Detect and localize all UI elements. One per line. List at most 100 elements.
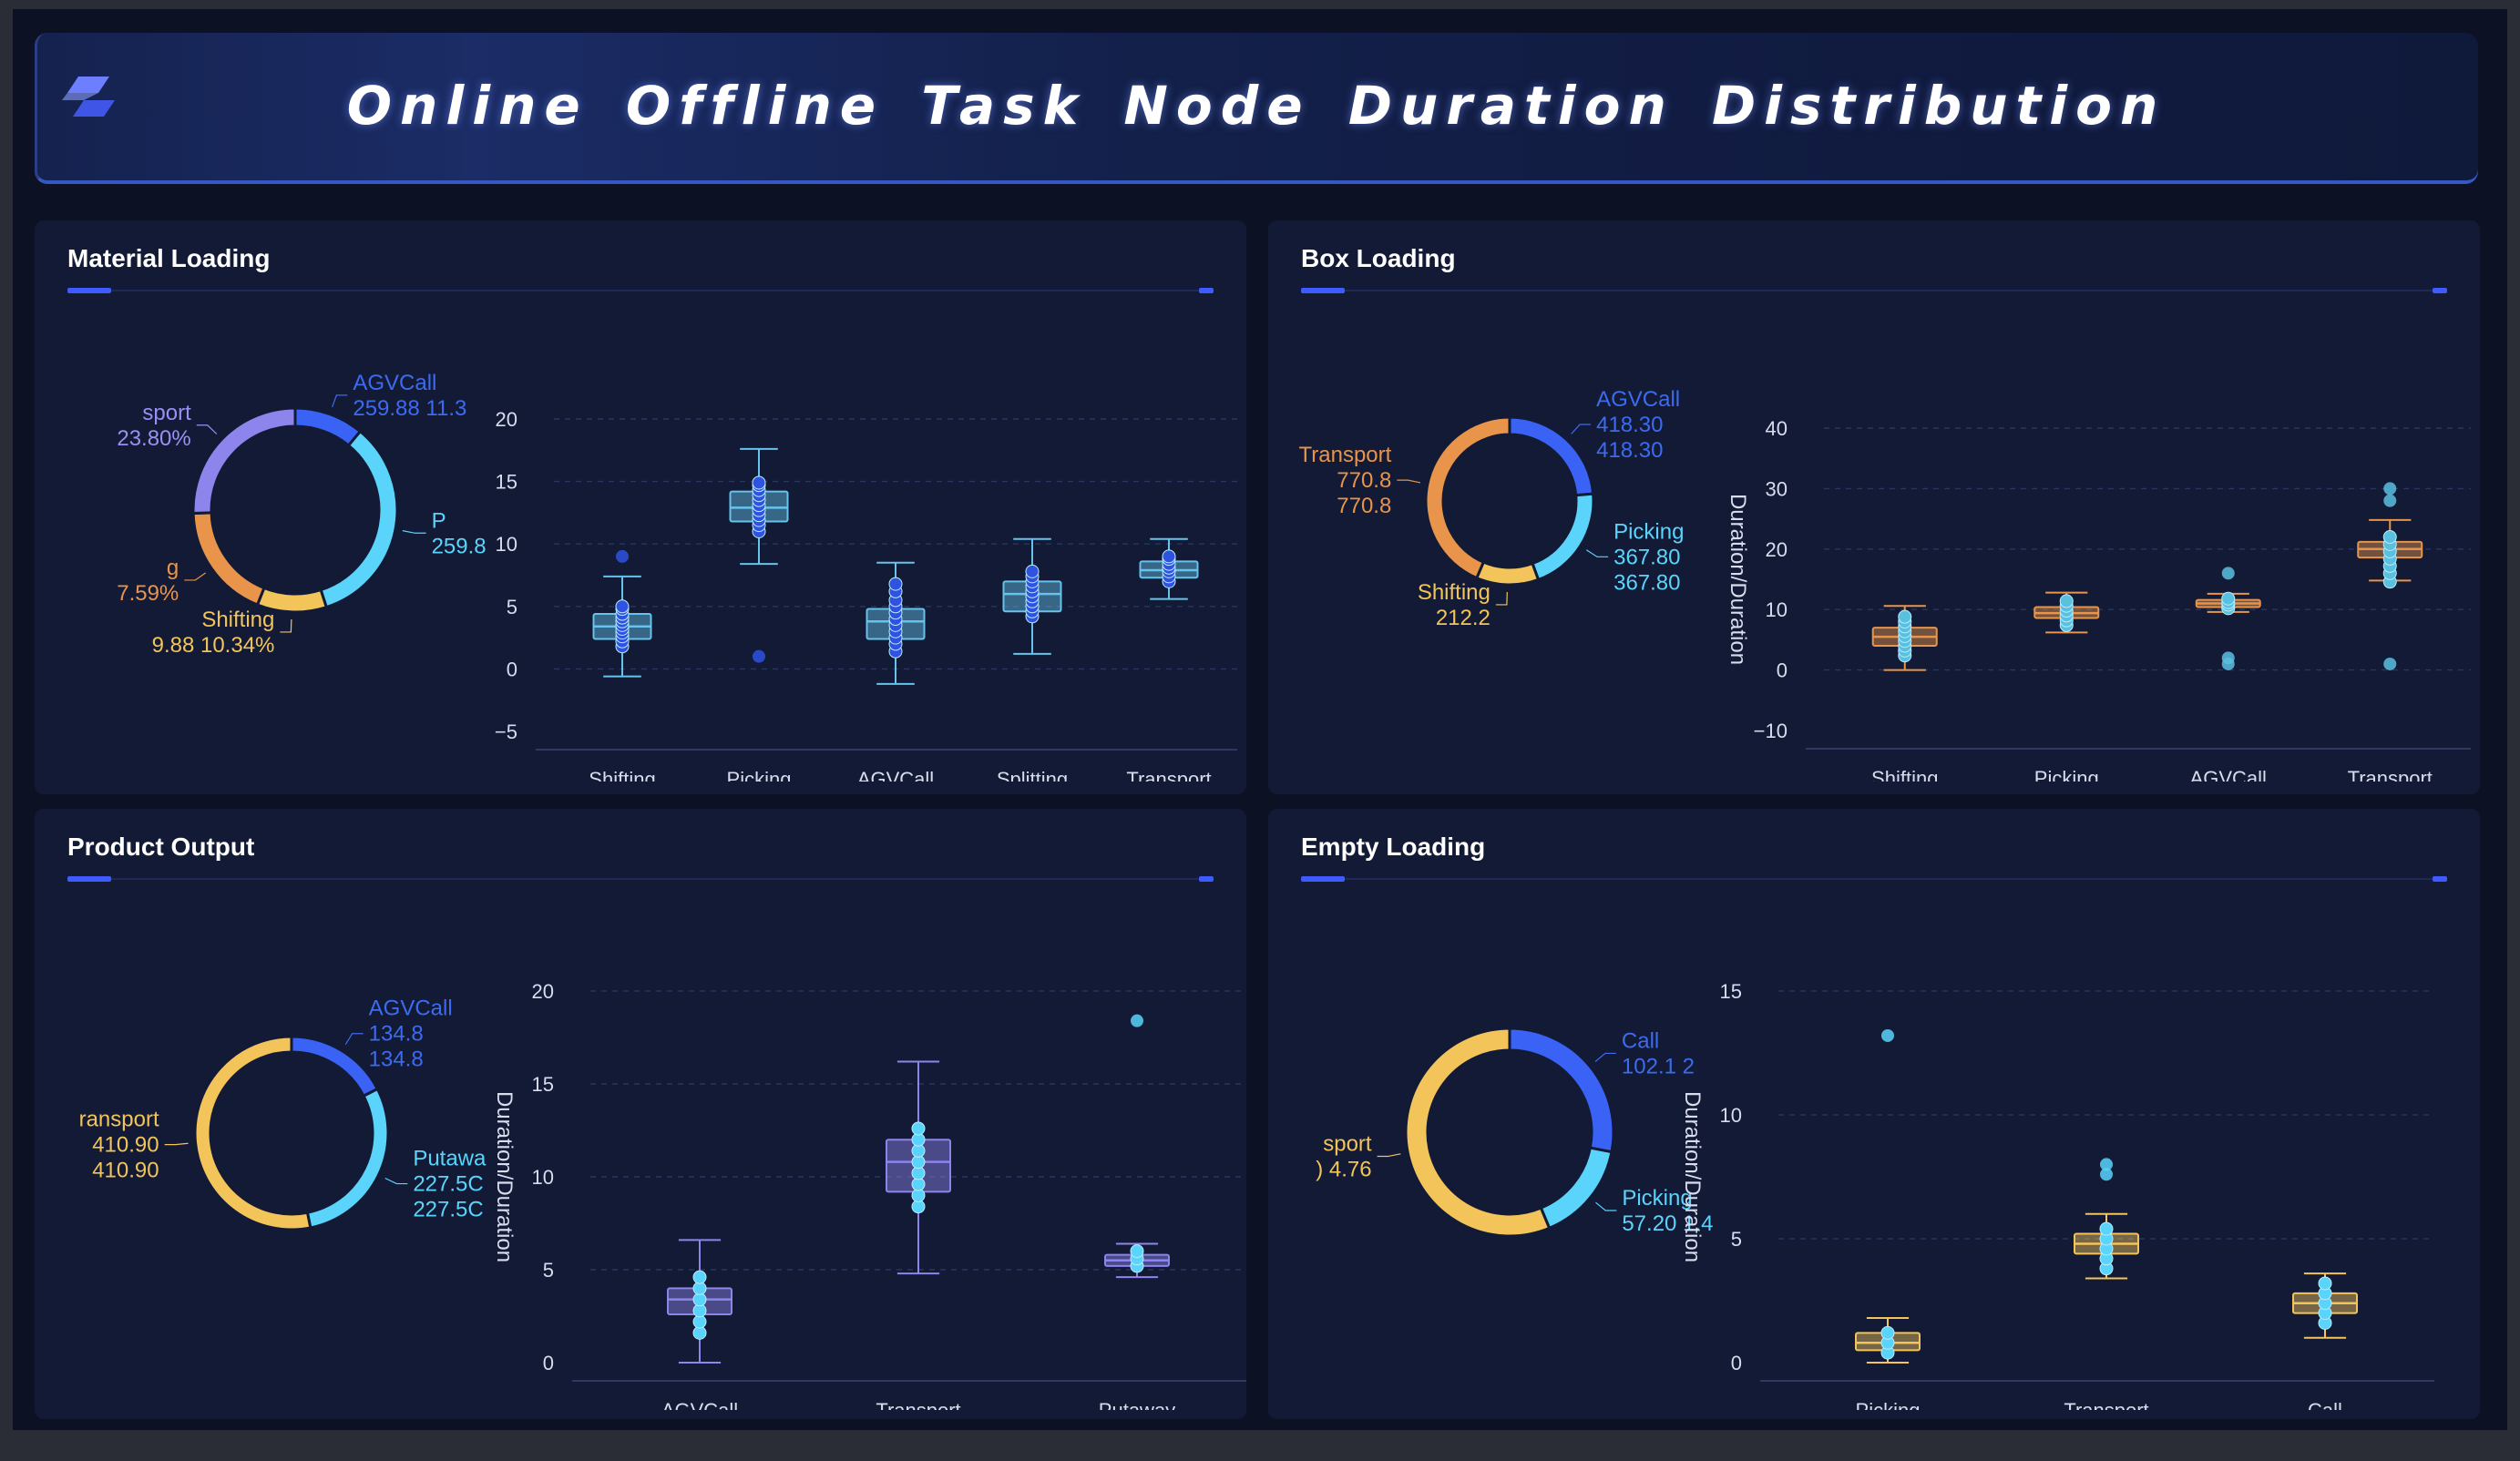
box-plot: 15 10 5 0 Duration/Duration Picking Transport C… — [1680, 980, 2434, 1410]
donut-label: 259.8 — [432, 534, 487, 558]
donut-slice-0 — [290, 1035, 380, 1098]
donut-slice-1 — [305, 1087, 390, 1230]
donut-leader-line — [184, 572, 207, 581]
panel-product-output: Product Output AGVCall 134.8 134.8 Putawa 22… — [35, 809, 1246, 1419]
panel-title: Material Loading — [67, 244, 271, 272]
donut-leader-line — [1495, 591, 1508, 606]
donut-leader-line — [1377, 1153, 1401, 1158]
donut-label: 23.80% — [117, 426, 190, 451]
y-tick-label: 15 — [532, 1073, 554, 1096]
outlier-point — [2221, 567, 2235, 580]
donut-leader-line — [332, 394, 348, 408]
donut-label: 227.5C — [413, 1198, 483, 1222]
data-point — [911, 1121, 926, 1136]
data-point — [2221, 591, 2236, 606]
y-tick-label: 0 — [507, 658, 517, 680]
y-axis-label: Duration/Duration — [1680, 1091, 1705, 1262]
donut-slice-0 — [1508, 1027, 1615, 1154]
donut-label: ) 4.76 — [1316, 1158, 1371, 1182]
x-tick-label: Splitting — [997, 768, 1068, 782]
dashboard: Online Offline Task Node Duration Distri… — [13, 9, 2507, 1430]
donut-slice-1 — [319, 429, 399, 609]
x-tick-label: Picking — [1856, 1399, 1921, 1410]
y-tick-label: −10 — [1754, 720, 1788, 742]
panel-material-loading: Material Loading AGVCall 259.88 11.3 P 259.… — [35, 220, 1246, 794]
header-banner: Online Offline Task Node Duration Distri… — [35, 33, 2478, 184]
panel-accent-end — [2433, 288, 2447, 293]
outlier-point — [1131, 1014, 1143, 1027]
x-tick-label: Transport — [1126, 768, 1211, 782]
x-tick-label: Picking — [727, 768, 792, 782]
donut-leader-line — [164, 1142, 189, 1146]
data-point — [2318, 1276, 2332, 1291]
donut-slice-3 — [191, 511, 266, 607]
x-tick-label: Putaway — [1099, 1399, 1175, 1410]
donut-label: 410.90 — [92, 1159, 159, 1183]
y-tick-label: 10 — [496, 533, 517, 556]
outlier-point — [2221, 657, 2235, 670]
donut-label: 418.30 — [1596, 438, 1663, 463]
y-tick-label: −5 — [495, 720, 517, 743]
panel-accent — [67, 288, 111, 293]
donut-label: AGVCall — [353, 371, 436, 395]
donut-leader-line — [402, 530, 426, 534]
donut-slice-1 — [1539, 1146, 1613, 1231]
donut-label: 259.88 11.3 — [353, 396, 466, 421]
donut-label: g — [167, 556, 179, 580]
y-tick-label: 0 — [543, 1352, 554, 1374]
panel-title: Product Output — [67, 833, 255, 861]
donut-label: 212.2 — [1436, 606, 1490, 630]
outlier-point — [2100, 1158, 2113, 1171]
panel-accent — [1301, 288, 1345, 293]
donut-label: 134.8 — [369, 1047, 424, 1072]
y-tick-label: 5 — [1731, 1228, 1742, 1251]
y-tick-label: 0 — [1777, 659, 1788, 682]
y-tick-label: 10 — [1766, 598, 1788, 621]
panel-accent — [1301, 876, 1345, 882]
donut-label: 770.8 — [1337, 468, 1391, 493]
donut-chart: AGVCall134.8134.8Putawa227.5C227.5Cransp… — [80, 996, 487, 1231]
donut-slice-0 — [293, 406, 363, 448]
data-point — [2099, 1221, 2114, 1236]
donut-slice-4 — [191, 406, 297, 516]
panel-accent-end — [1199, 288, 1214, 293]
x-tick-label: Transport — [876, 1399, 960, 1410]
panel-box-loading: Box Loading AGVCall 418.30 418.30 Picking 36… — [1268, 220, 2480, 794]
donut-leader-line — [344, 1033, 364, 1045]
donut-label: Picking — [1613, 519, 1684, 544]
panel-accent — [67, 876, 111, 882]
data-point — [615, 599, 630, 614]
donut-label: AGVCall — [1596, 387, 1680, 412]
y-tick-label: 15 — [496, 471, 517, 494]
y-tick-label: 20 — [496, 408, 517, 431]
donut-slice-1 — [1531, 492, 1595, 582]
y-tick-label: 40 — [1766, 417, 1788, 440]
header-bevel — [35, 33, 2478, 184]
donut-label: 57.20 1.4 — [1622, 1211, 1713, 1236]
y-tick-label: 20 — [1766, 538, 1788, 561]
donut-chart: AGVCall418.30418.30Picking367.80367.80Sh… — [1299, 387, 1685, 630]
x-tick-label: AGVCall — [2190, 767, 2267, 782]
donut-label: 134.8 — [369, 1022, 424, 1047]
panel-accent-end — [2433, 876, 2447, 882]
app-logo-icon — [62, 77, 115, 117]
data-point — [1880, 1325, 1895, 1340]
outlier-point — [2100, 1168, 2113, 1181]
y-tick-label: 0 — [1731, 1352, 1742, 1374]
x-tick-label: AGVCall — [857, 768, 934, 782]
data-point — [1162, 549, 1176, 564]
panel-divider — [1301, 290, 2447, 291]
outlier-point — [2383, 494, 2397, 507]
donut-label: 227.5C — [413, 1172, 483, 1197]
donut-label: Transport — [1299, 443, 1392, 467]
donut-leader-line — [1594, 1052, 1616, 1062]
donut-slice-2 — [1404, 1027, 1552, 1238]
box-plot: 20 15 10 5 0 −5 Shifting Picking AGVCall Splittin… — [495, 408, 1237, 782]
donut-label: sport — [1323, 1132, 1372, 1157]
data-point — [1898, 609, 1912, 624]
data-point — [1130, 1244, 1144, 1259]
donut-label: Picking — [1622, 1186, 1692, 1211]
donut-leader-line — [1397, 479, 1421, 484]
donut-slice-0 — [1508, 415, 1595, 497]
